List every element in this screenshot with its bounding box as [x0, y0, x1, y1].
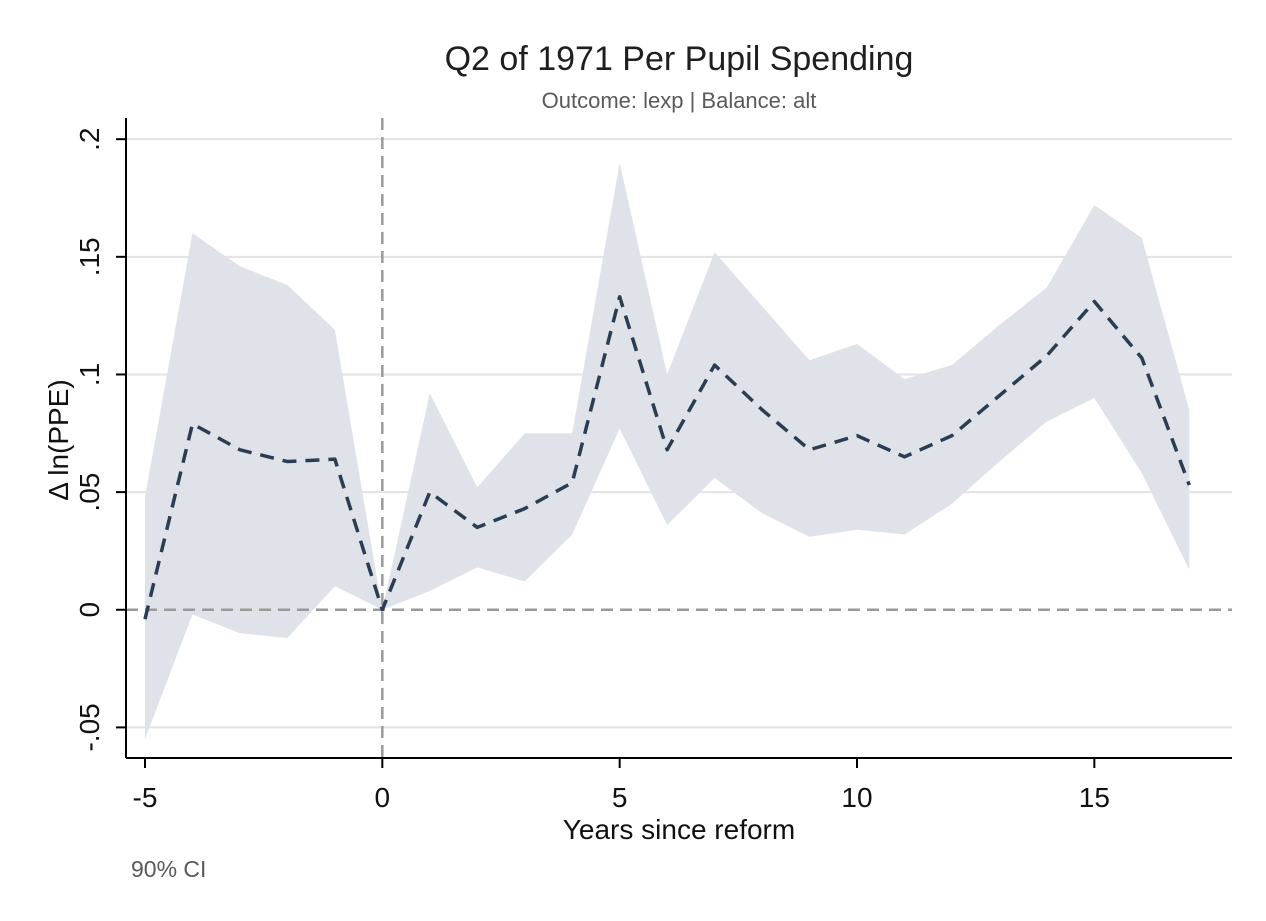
x-tick-label: 0 [375, 782, 391, 813]
x-tick-label: 15 [1079, 782, 1110, 813]
estimate-line-layer [143, 295, 1191, 620]
y-tick-label: .05 [74, 473, 105, 512]
ci-note: 90% CI [131, 856, 206, 882]
y-axis-title: Δ ln(PPE) [43, 379, 74, 500]
y-tick-label: 0 [74, 602, 105, 618]
y-tick-label: .15 [74, 237, 105, 276]
y-tick-labels: -.05 0 .05 .1 .15 .2 [74, 127, 105, 751]
x-tick-label: 10 [841, 782, 872, 813]
y-tick-label: .2 [74, 127, 105, 150]
x-tick-label: 5 [612, 782, 628, 813]
x-axis-title: Years since reform [563, 814, 795, 845]
y-tick-label: .1 [74, 363, 105, 386]
y-tick-label: -.05 [74, 703, 105, 751]
reference-lines [126, 118, 1232, 758]
chart-title: Q2 of 1971 Per Pupil Spending [445, 40, 914, 78]
x-tick-label: -5 [133, 782, 158, 813]
axes [116, 118, 1232, 768]
x-tick-labels: -5 0 5 10 15 [133, 782, 1110, 813]
chart-subtitle: Outcome: lexp | Balance: alt [542, 88, 817, 113]
